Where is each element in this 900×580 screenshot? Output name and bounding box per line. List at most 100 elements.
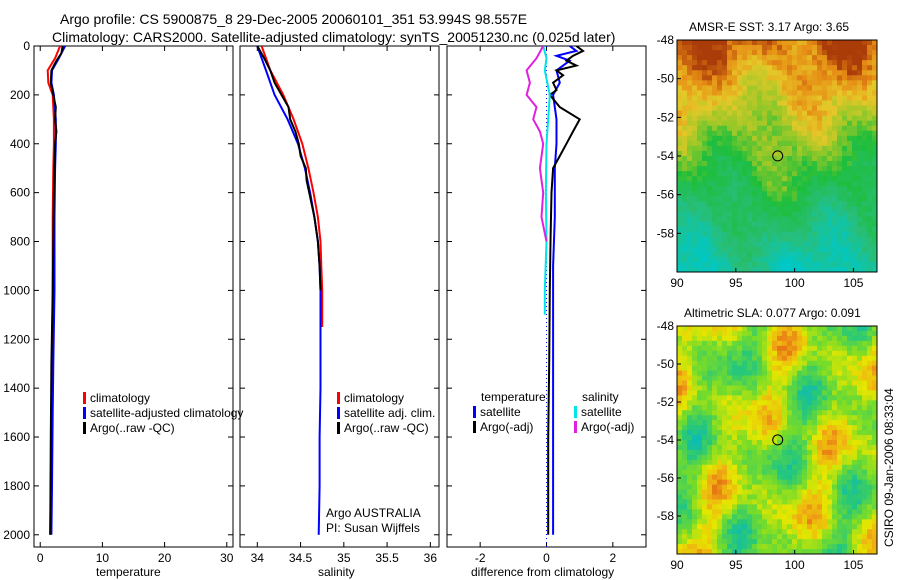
heatmap-cell — [692, 226, 698, 233]
heatmap-cell — [687, 430, 693, 436]
sst-y-ticks: -58-56-54-52-50-48 — [657, 33, 681, 240]
heatmap-cell — [677, 449, 683, 456]
heatmap-cell — [767, 335, 773, 342]
heatmap-cell — [697, 201, 703, 207]
heatmap-cell — [752, 145, 758, 152]
heatmap-cell — [807, 494, 813, 500]
heatmap-cell — [862, 120, 868, 127]
heatmap-cell — [722, 135, 728, 142]
heatmap-cell — [752, 335, 758, 342]
heatmap-cell — [742, 345, 748, 352]
heatmap-cell — [842, 176, 848, 182]
heatmap-cell — [702, 449, 708, 456]
heatmap-cell — [742, 400, 748, 406]
heatmap-cell — [722, 504, 728, 510]
heatmap-cell — [687, 186, 693, 192]
heatmap-cell — [802, 454, 808, 461]
heatmap-cell — [842, 385, 848, 391]
heatmap-cell — [707, 95, 713, 102]
heatmap-cell — [722, 410, 728, 416]
heatmap-cell — [702, 405, 708, 411]
heatmap-cell — [782, 425, 788, 431]
heatmap-cell — [827, 340, 833, 347]
heatmap-cell — [812, 110, 818, 117]
heatmap-cell — [747, 251, 753, 258]
heatmap-cell — [692, 95, 698, 102]
heatmap-cell — [687, 375, 693, 382]
heatmap-cell — [857, 145, 863, 152]
heatmap-cell — [822, 105, 828, 112]
heatmap-cell — [797, 509, 803, 515]
heatmap-cell — [767, 40, 773, 46]
heatmap-cell — [812, 514, 818, 520]
heatmap-cell — [867, 459, 873, 466]
heatmap-cell — [837, 110, 843, 117]
heatmap-cell — [762, 326, 768, 332]
heatmap-cell — [797, 425, 803, 431]
heatmap-cell — [742, 50, 748, 56]
heatmap-cell — [707, 435, 713, 441]
heatmap-cell — [757, 150, 763, 157]
heatmap-cell — [722, 326, 728, 332]
heatmap-cell — [752, 454, 758, 461]
heatmap-cell — [852, 130, 858, 137]
heatmap-cell — [812, 206, 818, 212]
heatmap-cell — [837, 350, 843, 357]
heatmap-cell — [822, 454, 828, 461]
heatmap-cell — [737, 105, 743, 112]
heatmap-cell — [712, 110, 718, 117]
heatmap-cell — [802, 256, 808, 263]
heatmap-cell — [757, 355, 763, 362]
heatmap-cell — [687, 385, 693, 391]
heatmap-cell — [842, 509, 848, 515]
heatmap-cell — [677, 150, 683, 157]
heatmap-cell — [742, 216, 748, 223]
heatmap-cell — [697, 420, 703, 426]
heatmap-cell — [712, 499, 718, 505]
heatmap-cell — [857, 430, 863, 436]
heatmap-cell — [792, 544, 798, 550]
heatmap-cell — [692, 330, 698, 337]
heatmap-cell — [812, 231, 818, 238]
heatmap-cell — [792, 365, 798, 372]
heatmap-cell — [722, 425, 728, 431]
heatmap-cell — [807, 375, 813, 382]
heatmap-cell — [717, 499, 723, 505]
heatmap-cell — [797, 534, 803, 540]
heatmap-cell — [722, 335, 728, 342]
series-line-argo-raw-qc- — [49, 46, 64, 535]
heatmap-cell — [712, 150, 718, 157]
heatmap-cell — [802, 405, 808, 411]
heatmap-cell — [867, 60, 873, 66]
heatmap-cell — [812, 140, 818, 147]
heatmap-cell — [782, 489, 788, 496]
heatmap-cell — [717, 330, 723, 337]
heatmap-cell — [847, 95, 853, 102]
heatmap-cell — [847, 435, 853, 441]
heatmap-cell — [807, 55, 813, 61]
heatmap-cell — [802, 221, 808, 228]
heatmap-cell — [697, 489, 703, 496]
heatmap-cell — [842, 415, 848, 421]
heatmap-cell — [747, 410, 753, 416]
heatmap-cell — [687, 335, 693, 342]
heatmap-cell — [802, 489, 808, 496]
heatmap-cell — [787, 519, 793, 525]
heatmap-cell — [747, 196, 753, 202]
heatmap-cell — [752, 95, 758, 102]
heatmap-cell — [822, 85, 828, 91]
heatmap-cell — [782, 211, 788, 218]
heatmap-cell — [832, 509, 838, 515]
heatmap-cell — [792, 231, 798, 238]
heatmap-cell — [687, 410, 693, 416]
heatmap-cell — [867, 405, 873, 411]
heatmap-cell — [762, 355, 768, 362]
heatmap-cell — [742, 45, 748, 51]
heatmap-cell — [857, 415, 863, 421]
heatmap-cell — [862, 549, 868, 555]
heatmap-cell — [777, 529, 783, 535]
heatmap-cell — [777, 549, 783, 555]
heatmap-cell — [732, 120, 738, 127]
heatmap-cell — [687, 355, 693, 362]
